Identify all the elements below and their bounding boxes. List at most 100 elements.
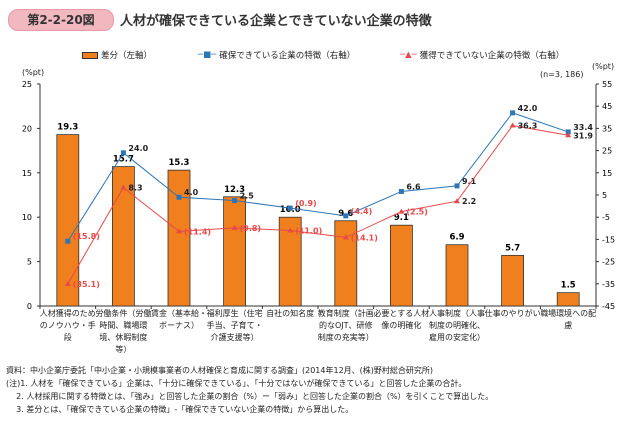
blue-label: 24.0 — [128, 144, 148, 153]
bar — [167, 169, 191, 307]
blue-label: (4.4) — [351, 207, 372, 216]
red-point — [398, 208, 405, 214]
right-tick-label: 35 — [602, 124, 612, 133]
blue-point — [232, 198, 238, 204]
blue-point — [65, 238, 71, 244]
bar — [223, 196, 247, 307]
legend-blue: ─■─ 確保できている企業の特徴（右軸） — [198, 49, 355, 61]
category-label: 人材獲得のためのノウハウ・手段 — [39, 309, 96, 342]
blue-label: (0.9) — [295, 199, 316, 208]
blue-label: 33.4 — [573, 123, 593, 132]
left-tick-label: 0 — [27, 302, 32, 311]
right-tick-label: -15 — [602, 235, 615, 244]
legend-blue-swatch: ─■─ — [198, 50, 217, 60]
bar-label: 15.3 — [169, 158, 190, 168]
red-label: (2.5) — [406, 208, 427, 217]
red-point — [287, 227, 294, 233]
blue-point — [343, 213, 349, 219]
bar-label: 9.1 — [394, 213, 409, 223]
left-tick-label: 25 — [22, 80, 32, 89]
blue-point — [510, 110, 516, 116]
bar — [501, 254, 525, 307]
chart-title: 人材が確保できている企業とできていない企業の特徴 — [120, 14, 432, 29]
blue-point — [287, 205, 293, 211]
blue-label: 4.0 — [184, 188, 199, 197]
left-tick-label: 10 — [22, 213, 32, 222]
right-tick-label: 45 — [602, 102, 612, 111]
legend-bar-swatch — [82, 51, 98, 59]
bar — [278, 216, 302, 307]
category-label: 賃金（基本給・ボーナス） — [151, 309, 207, 330]
figure-number-badge: 第2-2-20図 — [8, 9, 114, 31]
bar — [389, 224, 413, 307]
legend-red-swatch: ─▲─ — [400, 50, 417, 60]
bar-label: 6.9 — [449, 233, 464, 243]
bar-label: 5.7 — [505, 243, 520, 253]
red-label: (11.0) — [295, 227, 322, 236]
left-tick-label: 15 — [22, 169, 32, 178]
red-point — [231, 224, 238, 230]
right-tick-label: 5 — [602, 191, 607, 200]
category-label: 仕事のやりがい — [484, 309, 541, 318]
red-point — [176, 228, 182, 234]
category-label: 教育制度（計画的なOJT、研修制度の充実等） — [317, 309, 374, 342]
right-tick-label: -45 — [602, 302, 615, 311]
blue-point — [176, 194, 182, 200]
bar — [445, 244, 469, 307]
category-label: 職場環境への配慮 — [540, 309, 597, 330]
left-axis-unit: (%pt) — [22, 68, 45, 77]
category-label: 必要とする人材像の明確化 — [373, 309, 430, 330]
category-label: 自社の知名度 — [266, 309, 315, 318]
right-tick-label: -5 — [602, 213, 610, 222]
blue-label: (15.8) — [73, 232, 100, 241]
source-notes: 資料：中小企業庁委託「中小企業・小規模事業者の人材確保と育成に関する調査」(20… — [6, 366, 494, 414]
blue-label: 6.6 — [406, 182, 421, 191]
bar-label: 12.3 — [224, 185, 245, 195]
series-line-1 — [67, 112, 569, 242]
bar — [556, 292, 580, 307]
series-line-2 — [67, 124, 569, 285]
right-tick-label: 25 — [602, 147, 612, 156]
legend-red: ─▲─ 獲得できていない企業の特徴（右軸） — [400, 49, 564, 61]
right-tick-label: -35 — [602, 280, 615, 289]
category-label: 労働条件（労働時間、職場環境、休暇制度等） — [95, 309, 152, 354]
red-label: 31.9 — [573, 131, 593, 140]
blue-label: 42.0 — [518, 104, 538, 113]
left-tick-label: 5 — [27, 258, 32, 267]
red-label: (11.4) — [184, 227, 211, 236]
legend-blue-label: 確保できている企業の特徴（右軸） — [219, 51, 356, 61]
red-point — [64, 281, 71, 287]
red-label: (9.8) — [240, 224, 261, 233]
red-point — [342, 234, 349, 240]
right-axis-unit: (%pt) — [592, 62, 615, 71]
legend-bar-label: 差分（左軸） — [101, 51, 153, 61]
left-tick-label: 20 — [22, 124, 32, 133]
red-point — [120, 184, 127, 190]
blue-point — [454, 183, 460, 189]
bar-label: 15.7 — [113, 155, 134, 165]
category-label: 人事制度（人事制度の明確化、雇用の安定化） — [429, 309, 485, 342]
red-label: (35.1) — [73, 280, 100, 289]
right-tick-label: 55 — [602, 80, 612, 89]
bar — [112, 166, 135, 307]
blue-point — [120, 150, 126, 156]
blue-point — [565, 129, 571, 135]
right-tick-label: -25 — [602, 258, 615, 267]
blue-point — [398, 188, 404, 194]
sample-size: (n=3, 186) — [540, 70, 584, 79]
bar-label: 19.3 — [57, 123, 78, 133]
blue-label: 9.1 — [462, 177, 477, 186]
red-point — [565, 132, 572, 138]
legend-red-label: 獲得できていない企業の特徴（右軸） — [419, 51, 565, 61]
red-point — [509, 122, 516, 128]
red-label: (14.1) — [351, 233, 378, 242]
bar-label: 1.5 — [561, 281, 576, 291]
category-label: 福利厚生（住宅手当、子育て・介護支援等） — [206, 309, 263, 342]
red-label: 36.3 — [518, 122, 538, 131]
bar — [334, 220, 358, 307]
legend-bar: 差分（左軸） — [82, 49, 152, 61]
red-label: 8.3 — [128, 184, 142, 193]
blue-label: 2.5 — [240, 192, 255, 201]
bar — [56, 134, 80, 307]
